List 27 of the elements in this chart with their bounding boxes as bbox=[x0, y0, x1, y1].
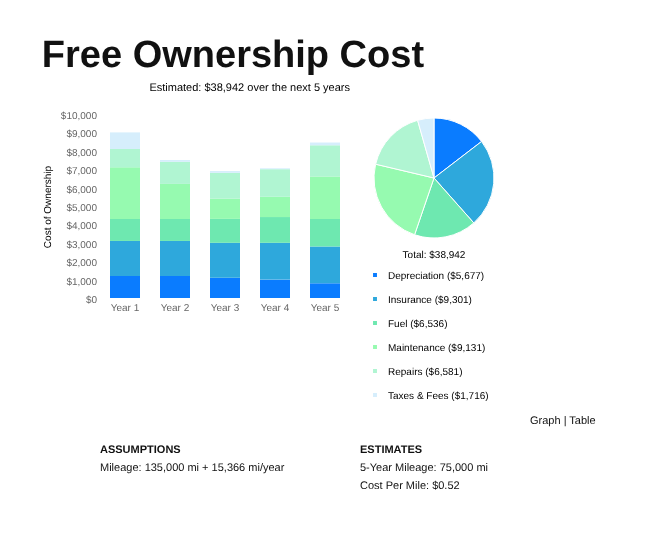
bar bbox=[110, 240, 140, 276]
bar bbox=[310, 246, 340, 284]
bar bbox=[310, 145, 340, 177]
bar bbox=[310, 218, 340, 247]
bar bbox=[260, 242, 290, 280]
bar bbox=[260, 169, 290, 197]
bar bbox=[160, 240, 190, 276]
bar bbox=[260, 217, 290, 243]
bar bbox=[310, 283, 340, 298]
bar bbox=[160, 218, 190, 241]
bar bbox=[260, 279, 290, 298]
bar bbox=[210, 172, 240, 199]
bar bbox=[260, 196, 290, 218]
bar bbox=[310, 176, 340, 219]
bar bbox=[210, 277, 240, 298]
bar bbox=[110, 275, 140, 298]
chart-title: Free Ownership Cost bbox=[41, 35, 426, 77]
bar bbox=[160, 275, 190, 298]
bar bbox=[160, 161, 190, 184]
bar bbox=[110, 218, 140, 241]
bar bbox=[110, 132, 140, 149]
bar bbox=[210, 242, 240, 278]
bar bbox=[210, 198, 240, 219]
bar bbox=[210, 218, 240, 243]
bar bbox=[110, 148, 140, 168]
bar bbox=[110, 167, 140, 219]
bar bbox=[160, 183, 190, 219]
